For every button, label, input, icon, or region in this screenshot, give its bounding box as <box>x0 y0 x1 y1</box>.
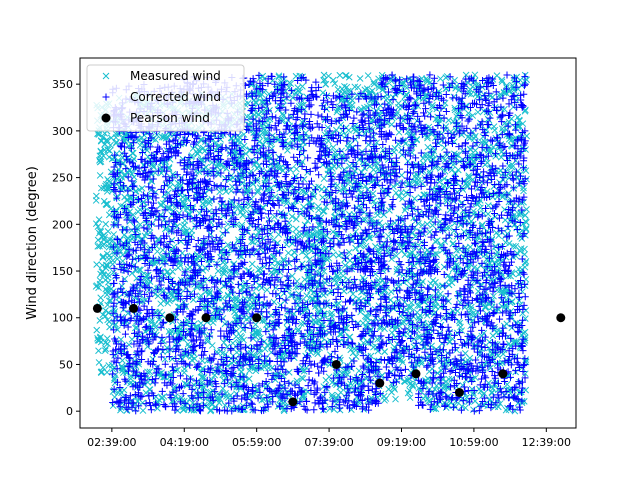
x-tick-label: 02:39:00 <box>87 436 136 449</box>
pearson-point <box>201 313 211 323</box>
y-axis: 0 50 100 150 200 250 300 350 <box>52 78 80 418</box>
pearson-point <box>165 313 175 323</box>
x-tick-label: 09:19:00 <box>377 436 426 449</box>
x-tick-label: 04:19:00 <box>160 436 209 449</box>
legend: Measured wind Corrected wind Pearson wind <box>86 64 245 132</box>
y-tick-label: 300 <box>52 125 73 138</box>
x-tick-label: 12:39:00 <box>522 436 571 449</box>
legend-label: Pearson wind <box>130 111 210 125</box>
x-tick-label: 07:39:00 <box>304 436 353 449</box>
pearson-point <box>92 303 102 313</box>
y-tick-label: 150 <box>52 265 73 278</box>
y-tick-label: 350 <box>52 78 73 91</box>
pearson-point <box>498 369 508 379</box>
legend-label: Corrected wind <box>130 90 221 104</box>
y-tick-label: 0 <box>66 405 73 418</box>
x-axis: 02:39:00 04:19:00 05:59:00 07:39:00 09:19:00… <box>87 428 571 449</box>
legend-label: Measured wind <box>130 69 221 83</box>
legend-marker <box>101 113 111 123</box>
plot-frame <box>79 57 577 429</box>
pearson-point <box>556 313 566 323</box>
y-tick-label: 200 <box>52 218 73 231</box>
y-tick-label: 50 <box>59 358 73 371</box>
pearson-point <box>288 397 298 407</box>
pearson-point <box>411 369 421 379</box>
legend-marker <box>102 93 110 101</box>
pearson-point <box>454 387 464 397</box>
x-tick-label: 10:59:00 <box>449 436 498 449</box>
legend-marker <box>102 72 110 80</box>
pearson-point <box>129 303 139 313</box>
pearson-point <box>252 313 262 323</box>
pearson-points-layer <box>92 303 566 407</box>
x-tick-label: 05:59:00 <box>232 436 281 449</box>
legend-box <box>86 64 245 132</box>
y-tick-label: 100 <box>52 312 73 325</box>
pearson-point <box>331 359 341 369</box>
pearson-point <box>375 378 385 388</box>
y-tick-label: 250 <box>52 172 73 185</box>
y-axis-label: Wind direction (degree) <box>25 166 40 320</box>
